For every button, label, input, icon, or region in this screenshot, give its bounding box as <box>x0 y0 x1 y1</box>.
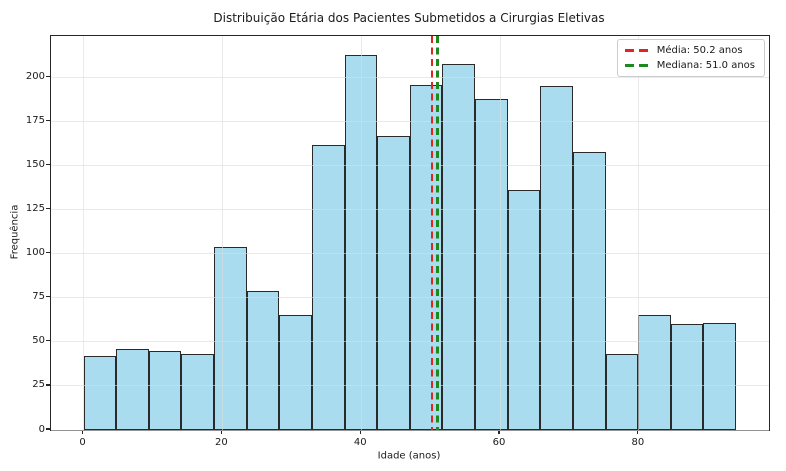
histogram-bar <box>83 356 117 430</box>
x-axis-label: Idade (anos) <box>377 450 441 462</box>
histogram-bar <box>181 354 215 430</box>
gridline-y <box>51 429 769 431</box>
y-tick-mark <box>45 252 50 254</box>
gridline-y <box>51 209 769 211</box>
legend: Média: 50.2 anos Mediana: 51.0 anos <box>616 39 765 77</box>
plot-area: Média: 50.2 anos Mediana: 51.0 anos <box>50 35 770 431</box>
x-tick-mark <box>359 430 361 434</box>
y-tick-label: 150 <box>25 159 45 171</box>
gridline-y <box>51 121 769 123</box>
y-tick-mark <box>45 340 50 342</box>
histogram-bar <box>279 315 312 430</box>
gridline-y <box>51 297 769 299</box>
histogram-bar <box>507 190 541 430</box>
y-tick-label: 0 <box>38 423 45 435</box>
gridline-y <box>51 77 769 79</box>
legend-item-mean: Média: 50.2 anos <box>624 45 755 56</box>
gridline-x <box>360 36 362 430</box>
legend-label-mean: Média: 50.2 anos <box>656 45 743 56</box>
x-tick-label: 0 <box>79 437 86 448</box>
y-tick-mark <box>45 384 50 386</box>
mean-line <box>430 36 434 430</box>
histogram-bar <box>377 135 410 430</box>
gridline-x <box>221 36 223 430</box>
histogram-bar <box>442 63 476 430</box>
legend-item-median: Mediana: 51.0 anos <box>624 60 755 71</box>
legend-label-median: Mediana: 51.0 anos <box>656 60 755 71</box>
gridline-x <box>83 36 85 430</box>
x-tick-mark <box>498 430 500 434</box>
histogram-bar <box>605 354 639 430</box>
x-tick-label: 20 <box>215 437 228 448</box>
histogram-bar <box>116 348 149 430</box>
mean-dashed-line-swatch <box>624 49 649 52</box>
median-line <box>436 36 439 430</box>
histogram-bar <box>670 324 704 430</box>
y-tick-label: 175 <box>25 115 45 127</box>
gridline-y <box>51 341 769 343</box>
gridline-x <box>638 36 640 430</box>
gridline-y <box>51 385 769 387</box>
y-tick-label: 50 <box>32 335 45 347</box>
y-tick-label: 200 <box>25 71 45 83</box>
histogram-bar <box>475 98 508 430</box>
y-tick-mark <box>45 75 50 78</box>
x-tick-mark <box>220 430 223 434</box>
y-tick-mark <box>45 208 50 210</box>
histogram-bar <box>540 86 573 430</box>
y-tick-mark <box>45 120 50 122</box>
y-tick-mark <box>45 296 50 298</box>
gridline-x <box>499 36 501 430</box>
x-tick-mark <box>637 430 639 434</box>
y-tick-mark <box>45 164 50 166</box>
y-tick-label: 25 <box>32 379 45 391</box>
y-tick-label: 75 <box>32 291 45 303</box>
x-tick-label: 80 <box>631 437 645 448</box>
gridline-y <box>51 165 769 167</box>
median-dashed-line-swatch <box>624 64 649 67</box>
chart-title: Distribuição Etária dos Pacientes Submet… <box>213 11 605 25</box>
histogram-bar <box>148 350 182 430</box>
x-tick-mark <box>82 430 84 434</box>
gridline-y <box>51 253 769 255</box>
histogram-bar <box>246 290 280 430</box>
x-tick-label: 60 <box>492 437 506 448</box>
y-tick-mark <box>45 428 50 430</box>
y-tick-label: 100 <box>25 247 45 259</box>
histogram-bar <box>572 151 606 430</box>
histogram-bar <box>214 246 247 430</box>
histogram-bar <box>638 315 671 430</box>
histogram-bar <box>703 322 737 430</box>
y-tick-label: 125 <box>25 203 45 215</box>
x-tick-label: 40 <box>353 437 367 448</box>
histogram-bar <box>311 144 345 430</box>
